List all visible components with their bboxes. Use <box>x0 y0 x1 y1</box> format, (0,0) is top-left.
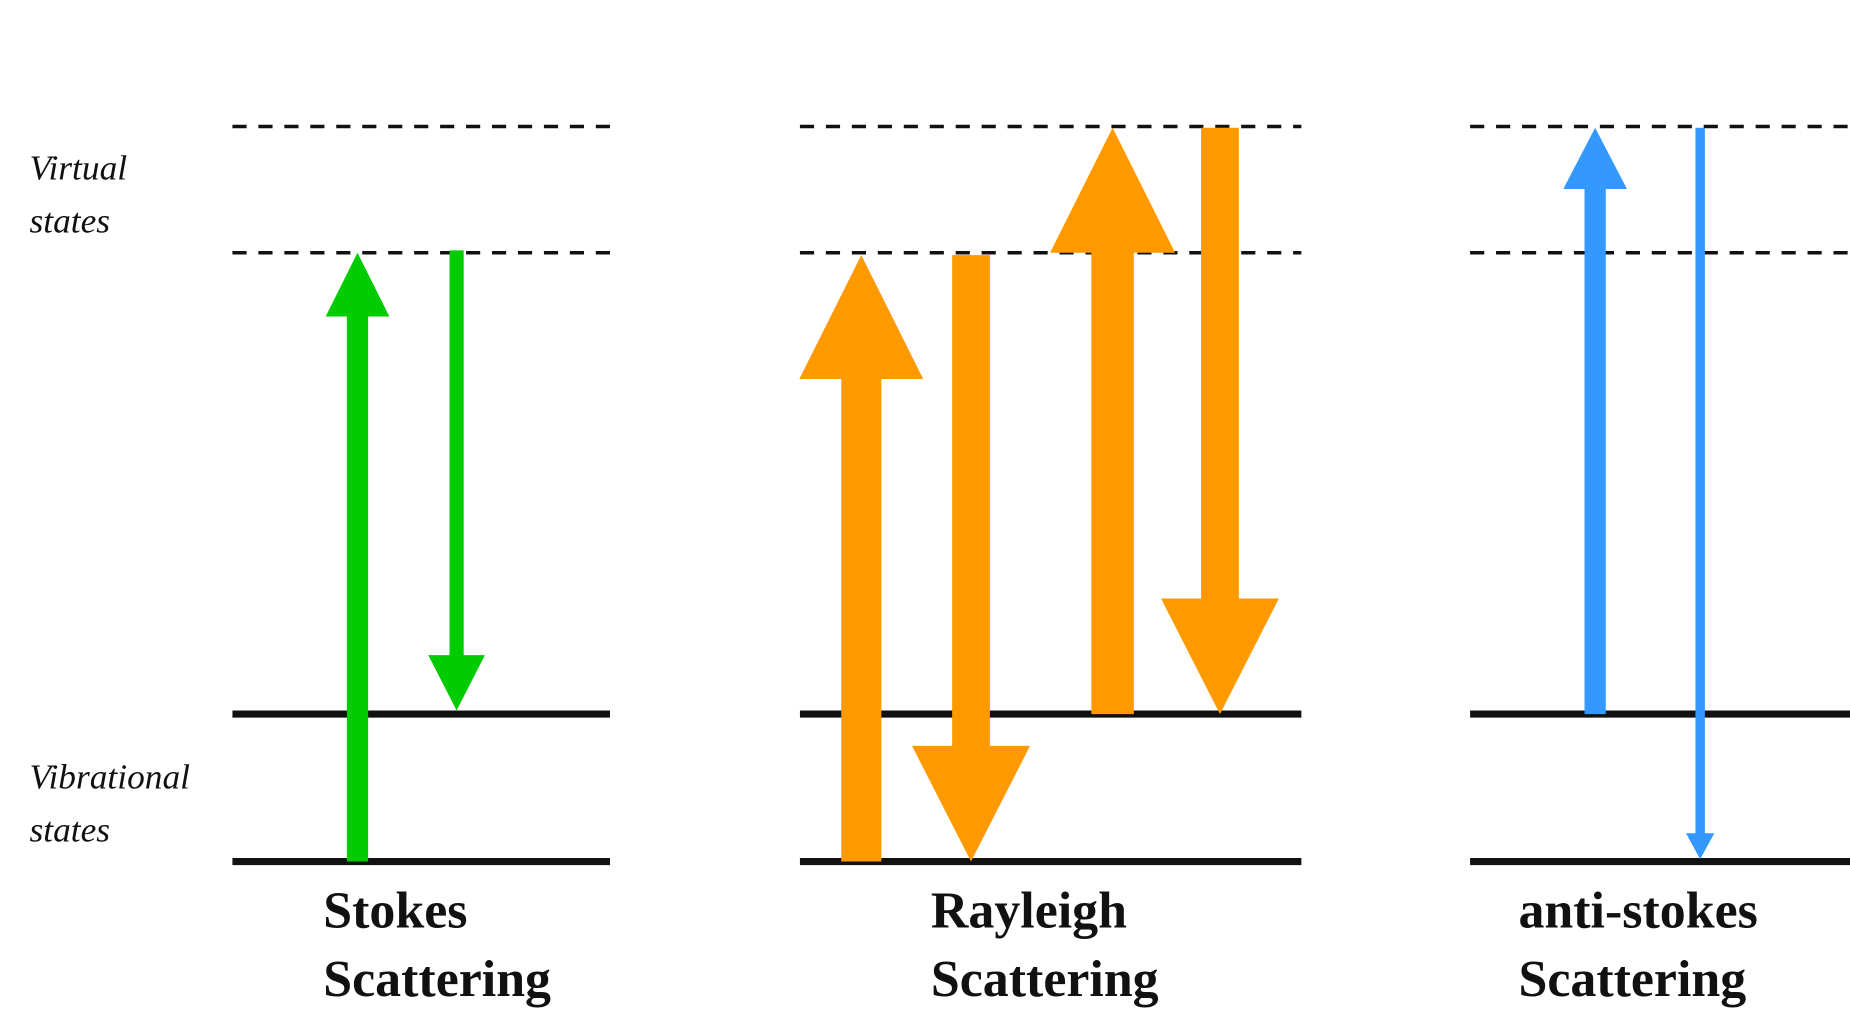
transition-arrow <box>1686 127 1715 860</box>
transition-arrow <box>1160 127 1279 715</box>
vibrational-label: states <box>29 809 110 849</box>
panel-title: Scattering <box>931 951 1159 1008</box>
panel-title: Stokes <box>323 883 467 940</box>
panel-title: Scattering <box>323 951 551 1008</box>
virtual-label: states <box>29 201 110 241</box>
panel-title: anti-stokes <box>1518 883 1757 940</box>
panel-title: Scattering <box>1518 951 1746 1008</box>
vibrational-label: Vibrational <box>29 756 190 796</box>
virtual-label: Virtual <box>29 148 127 188</box>
transition-arrow <box>1050 127 1176 715</box>
transition-arrow <box>912 255 1031 862</box>
transition-arrow <box>428 250 485 711</box>
transition-arrow <box>325 252 390 862</box>
panel-title: Rayleigh <box>931 883 1127 940</box>
transition-arrow <box>799 255 924 862</box>
transition-arrow <box>1563 127 1628 715</box>
